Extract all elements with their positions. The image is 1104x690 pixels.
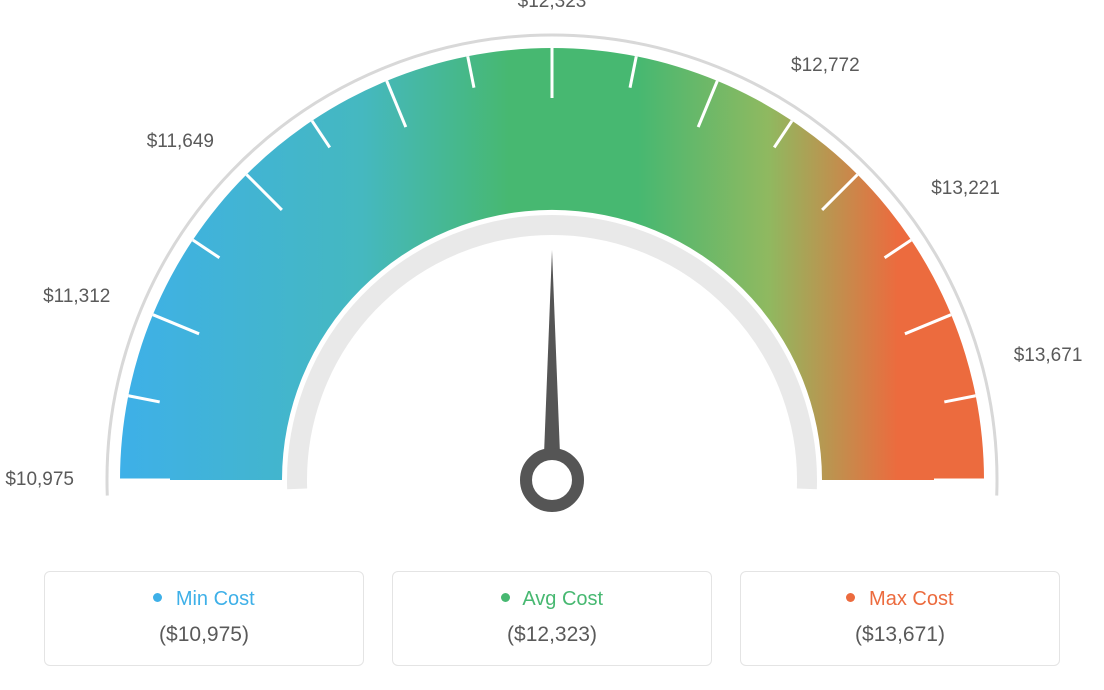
legend-card-max: Max Cost ($13,671) [740,571,1060,666]
legend-row: Min Cost ($10,975) Avg Cost ($12,323) Ma… [0,571,1104,666]
legend-title-avg-text: Avg Cost [522,588,603,610]
legend-title-max-text: Max Cost [869,588,953,610]
legend-dot-min [153,593,162,602]
gauge-svg [0,0,1104,560]
legend-title-min-text: Min Cost [176,588,255,610]
legend-dot-max [846,593,855,602]
scale-label: $13,221 [931,178,1000,200]
legend-value-min: ($10,975) [55,623,353,647]
legend-title-avg: Avg Cost [403,588,701,611]
scale-label: $10,975 [5,469,74,491]
scale-label: $12,772 [791,55,860,77]
legend-title-max: Max Cost [751,588,1049,611]
scale-label: $11,649 [147,131,214,153]
scale-label: $13,671 [1014,345,1083,367]
gauge-chart: $10,975 $11,312 $11,649 $12,323 $12,772 $13,2… [0,0,1104,550]
legend-title-min: Min Cost [55,588,353,611]
legend-card-min: Min Cost ($10,975) [44,571,364,666]
cost-gauge-widget: $10,975 $11,312 $11,649 $12,323 $12,772 $13,2… [0,0,1104,690]
legend-dot-avg [501,593,510,602]
legend-value-max: ($13,671) [751,623,1049,647]
legend-card-avg: Avg Cost ($12,323) [392,571,712,666]
legend-value-avg: ($12,323) [403,623,701,647]
scale-label: $11,312 [43,286,110,308]
scale-label: $12,323 [518,0,587,13]
